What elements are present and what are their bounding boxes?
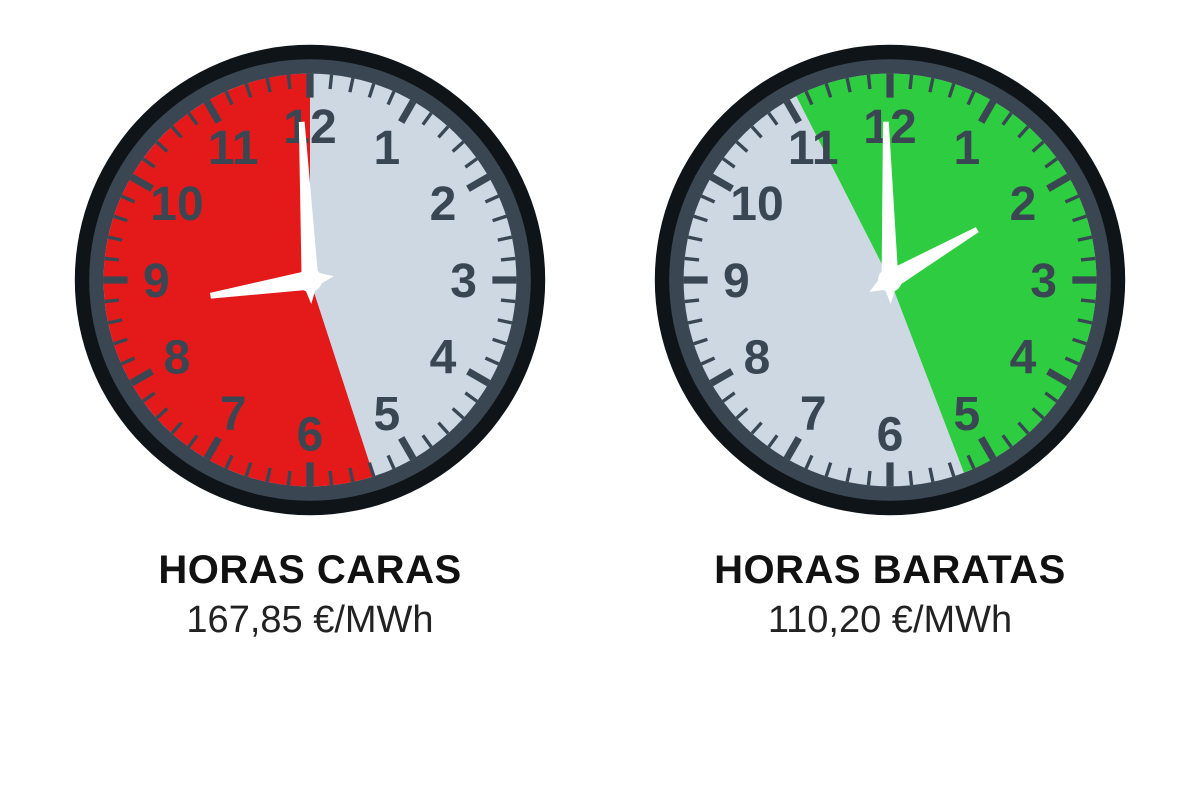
svg-text:10: 10 [730,178,783,231]
caption-cheap: HORAS BARATAS 110,20 €/MWh [714,548,1066,642]
svg-text:8: 8 [164,332,191,385]
svg-text:3: 3 [450,255,477,308]
svg-text:9: 9 [143,255,170,308]
panel-expensive: 123456789101112 HORAS CARAS 167,85 €/MWh [50,40,570,642]
title-cheap: HORAS BARATAS [714,548,1066,593]
svg-text:11: 11 [788,122,839,175]
svg-text:6: 6 [877,408,904,461]
svg-text:12: 12 [283,101,336,154]
svg-text:6: 6 [297,408,324,461]
clock-cheap: 123456789101112 [650,40,1130,520]
svg-text:4: 4 [1010,332,1037,385]
svg-text:4: 4 [430,332,457,385]
svg-text:10: 10 [150,178,203,231]
svg-text:8: 8 [744,332,771,385]
svg-text:1: 1 [953,122,980,175]
price-cheap: 110,20 €/MWh [714,599,1066,642]
svg-text:3: 3 [1030,255,1057,308]
panel-cheap: 123456789101112 HORAS BARATAS 110,20 €/M… [630,40,1150,642]
svg-text:5: 5 [373,388,400,441]
svg-text:1: 1 [373,122,400,175]
price-expensive: 167,85 €/MWh [158,599,461,642]
infographic-wrap: 123456789101112 HORAS CARAS 167,85 €/MWh… [0,0,1200,800]
svg-text:7: 7 [220,388,247,441]
caption-expensive: HORAS CARAS 167,85 €/MWh [158,548,461,642]
title-expensive: HORAS CARAS [158,548,461,593]
svg-text:5: 5 [953,388,980,441]
svg-text:2: 2 [1010,178,1037,231]
svg-text:7: 7 [800,388,827,441]
clock-expensive: 123456789101112 [70,40,550,520]
svg-text:2: 2 [430,178,457,231]
svg-text:11: 11 [208,122,259,175]
svg-text:9: 9 [723,255,750,308]
